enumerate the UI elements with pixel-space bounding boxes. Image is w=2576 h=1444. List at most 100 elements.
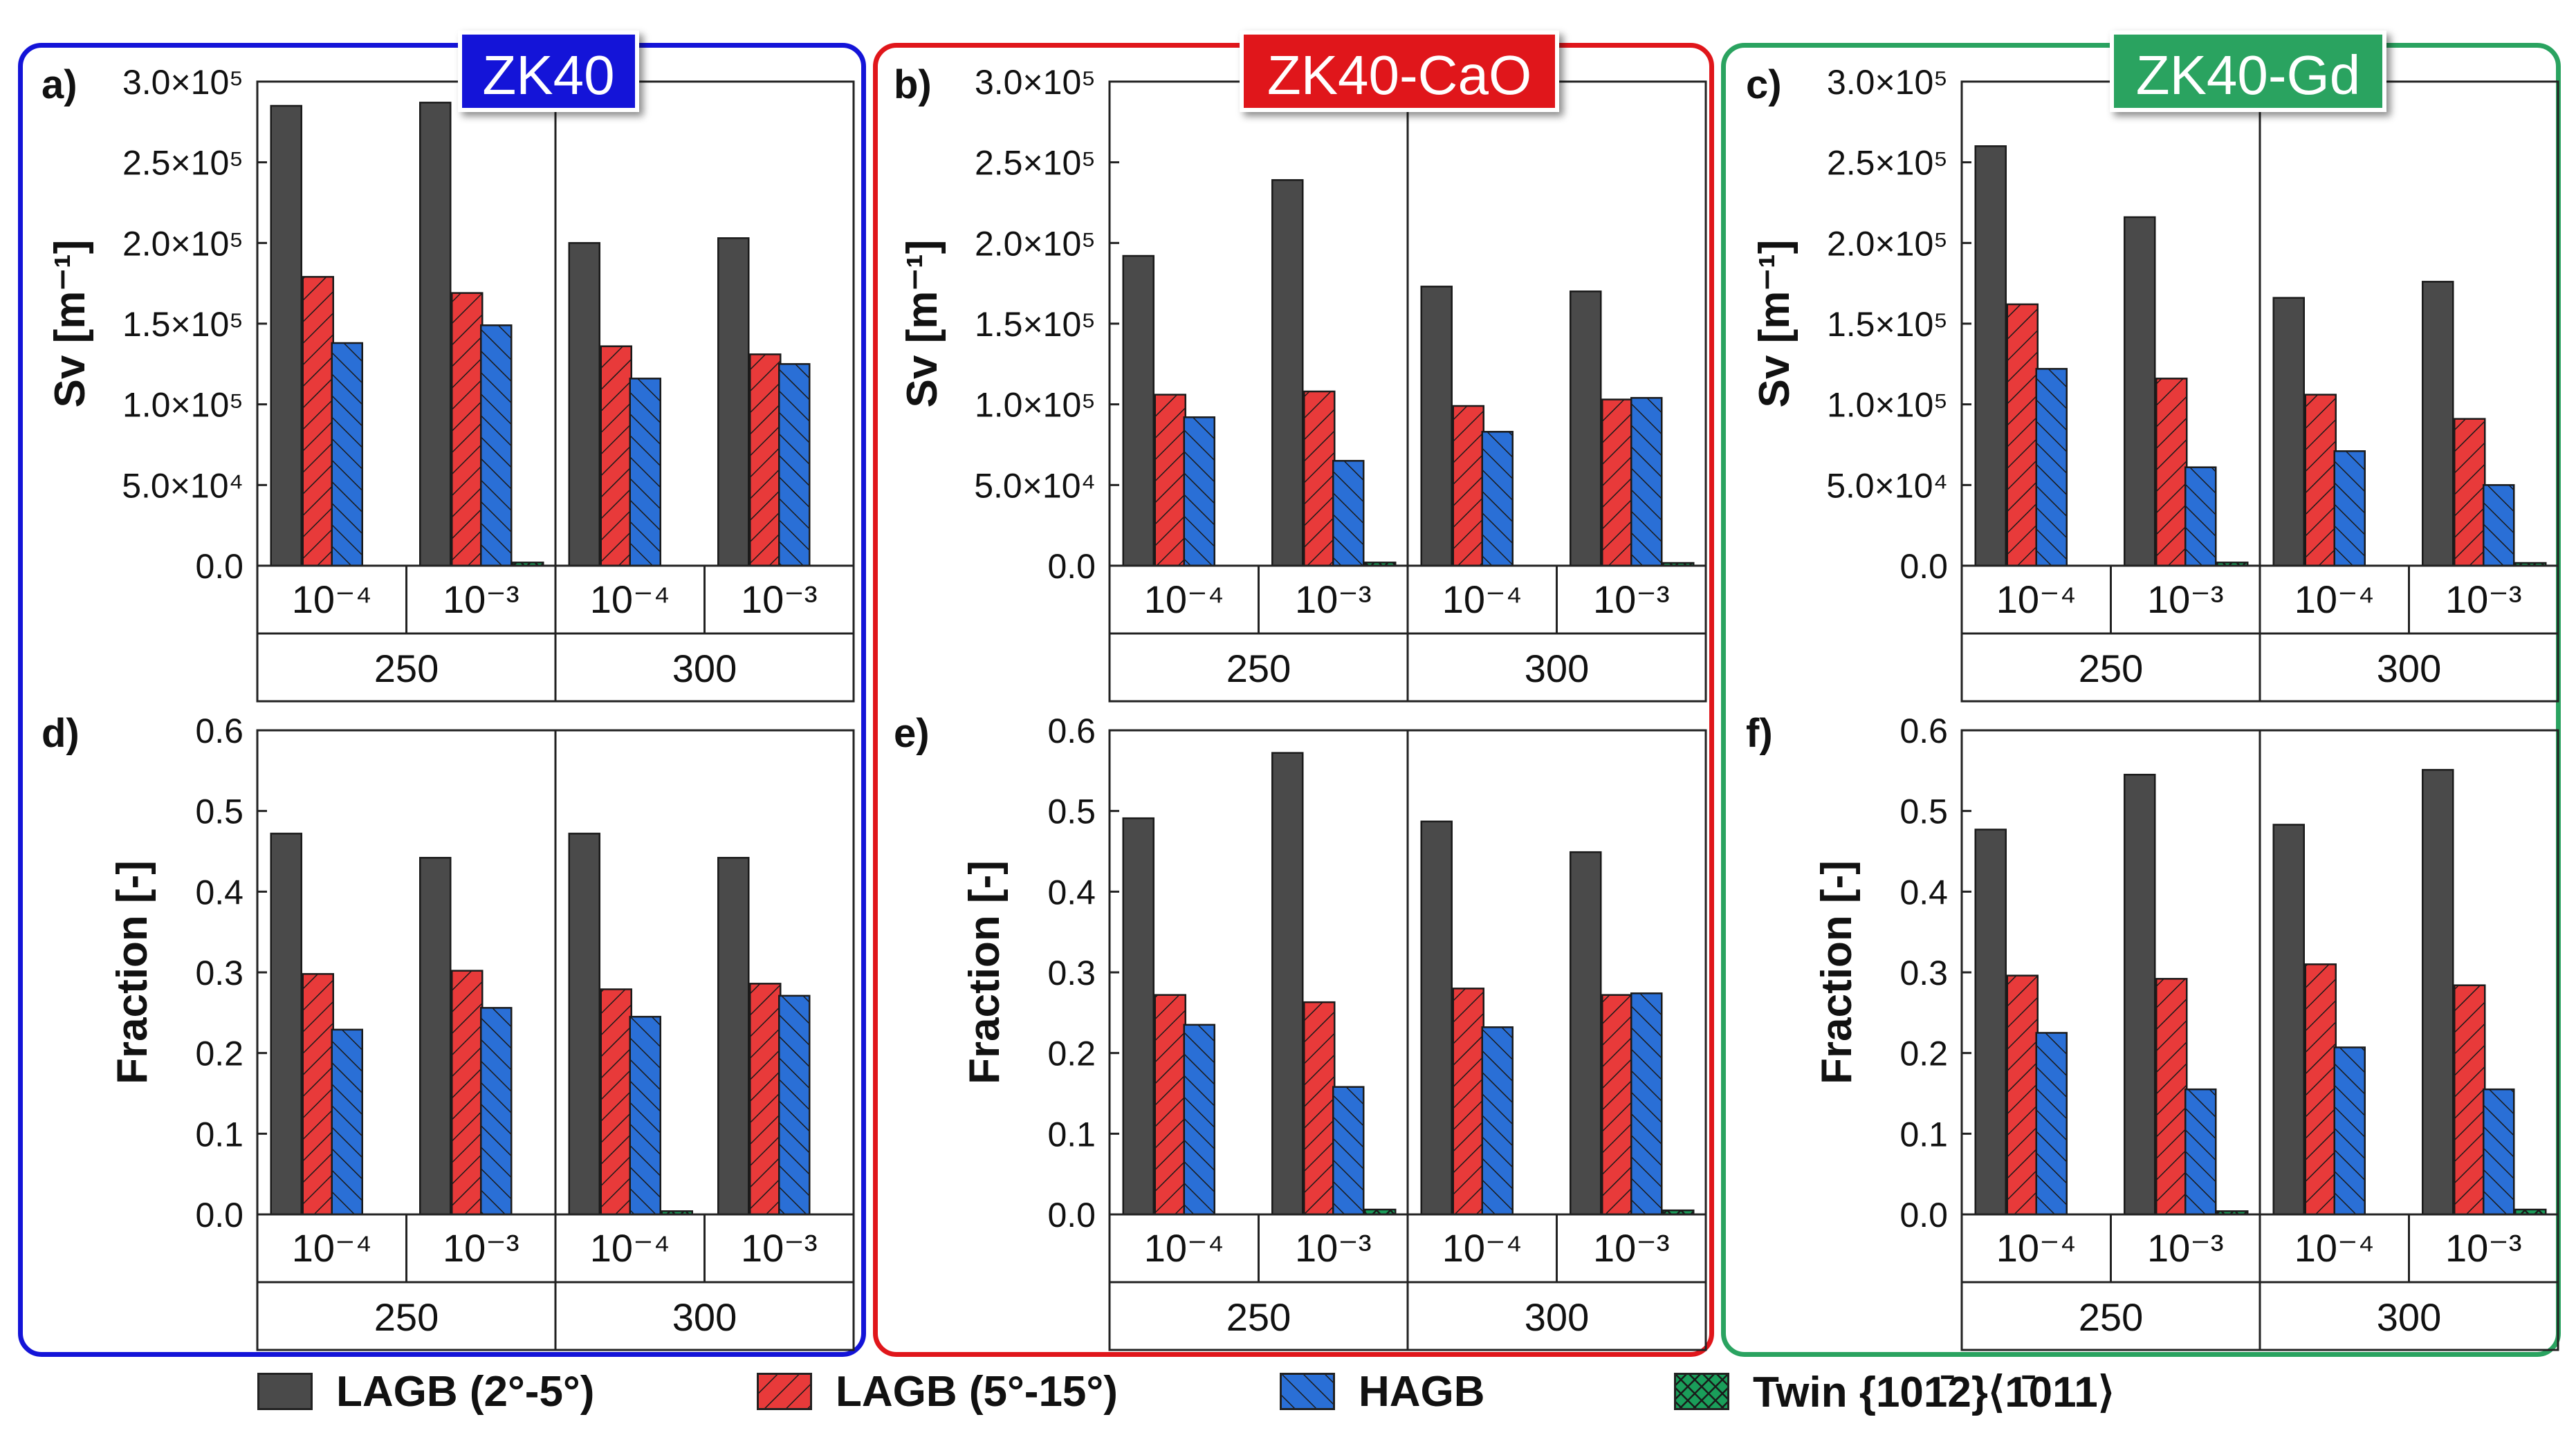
bar-lagb-2-5	[2422, 768, 2454, 1216]
bar-lagb-2-5	[419, 102, 452, 567]
bar-lagb-5-15	[1154, 994, 1186, 1216]
strain-rate-label: 10⁻⁴	[2294, 1226, 2375, 1270]
bar-lagb-5-15	[749, 353, 782, 567]
bar-lagb-5-15	[1601, 994, 1634, 1216]
bar-hagb	[2333, 450, 2366, 567]
y-tick-label: 0.0	[1899, 1196, 1948, 1234]
strain-rate-label: 10⁻³	[2147, 577, 2224, 621]
bar-hagb	[2035, 368, 2068, 567]
strain-rate-label: 10⁻⁴	[2294, 577, 2375, 621]
bar-lagb-2-5	[2124, 773, 2156, 1216]
strain-rate-label: 10⁻³	[1593, 1226, 1670, 1270]
bar-lagb-2-5	[1974, 145, 2007, 567]
strain-rate-label: 10⁻⁴	[1144, 1226, 1224, 1270]
bar-lagb-2-5	[2124, 216, 2156, 567]
bar-lagb-2-5	[270, 104, 302, 567]
bar-hagb	[2184, 466, 2217, 567]
strain-rate-label: 10⁻³	[443, 1226, 519, 1270]
alloy-tag-zk40: ZK40	[458, 30, 639, 112]
strain-rate-label: 10⁻³	[1295, 1226, 1372, 1270]
temperature-label: 300	[672, 647, 737, 690]
bar-hagb	[629, 1015, 661, 1216]
y-tick-label: 0.6	[1047, 712, 1096, 750]
y-tick-label: 1.5×10⁵	[1827, 305, 1948, 344]
y-tick-label: 2.5×10⁵	[122, 144, 243, 183]
y-tick-label: 2.5×10⁵	[1827, 144, 1948, 183]
bar-hagb	[1630, 992, 1663, 1216]
strain-rate-label: 10⁻⁴	[1442, 1226, 1522, 1270]
panel-letter: d)	[42, 711, 80, 756]
bar-lagb-5-15	[2304, 394, 2337, 567]
alloy-tag-zk40-gd: ZK40-Gd	[2110, 30, 2386, 112]
strain-rate-label: 10⁻⁴	[590, 1226, 670, 1270]
bar-lagb-5-15	[600, 345, 632, 567]
bar-lagb-5-15	[302, 276, 334, 567]
y-tick-label: 3.0×10⁵	[975, 63, 1096, 102]
temperature-label: 300	[2377, 647, 2441, 690]
strain-rate-label: 10⁻⁴	[1996, 1226, 2077, 1270]
bar-lagb-2-5	[2422, 281, 2454, 567]
bar-lagb-5-15	[2155, 378, 2188, 567]
bar-hagb	[778, 363, 811, 567]
temperature-label: 300	[2377, 1295, 2441, 1339]
y-tick-label: 5.0×10⁴	[1826, 466, 1948, 505]
bar-lagb-5-15	[451, 292, 484, 567]
bar-hagb	[2333, 1046, 2366, 1216]
alloy-tag-zk40-cao: ZK40-CaO	[1240, 30, 1559, 112]
bar-hagb	[1183, 1024, 1215, 1216]
y-tick-label: 0.4	[1899, 873, 1948, 911]
bar-lagb-5-15	[2454, 418, 2486, 567]
y-tick-label: 2.0×10⁵	[975, 224, 1096, 263]
bar-hagb	[480, 324, 513, 567]
y-tick-label: 0.0	[1047, 547, 1096, 586]
bar-lagb-5-15	[2155, 978, 2188, 1216]
strain-rate-label: 10⁻³	[2147, 1226, 2224, 1270]
bar-lagb-5-15	[2454, 984, 2486, 1216]
strain-rate-label: 10⁻⁴	[1996, 577, 2077, 621]
temperature-label: 250	[374, 1295, 439, 1339]
y-tick-label: 1.0×10⁵	[975, 386, 1096, 425]
bar-hagb	[2035, 1032, 2068, 1216]
bar-hagb	[331, 342, 363, 567]
legend-item-lagb-5-15: LAGB (5°-15°)	[757, 1357, 1118, 1426]
strain-rate-label: 10⁻³	[1295, 577, 1372, 621]
y-tick-label: 3.0×10⁵	[122, 63, 243, 102]
bar-lagb-5-15	[2006, 303, 2039, 567]
bar-hagb	[1481, 1026, 1514, 1216]
strain-rate-label: 10⁻⁴	[292, 1226, 372, 1270]
y-tick-label: 0.6	[195, 712, 243, 750]
bar-hagb	[629, 378, 661, 567]
y-tick-label: 0.0	[1047, 1196, 1096, 1234]
temperature-label: 250	[1226, 647, 1291, 690]
bar-hagb	[480, 1007, 513, 1216]
y-tick-label: 0.2	[1047, 1035, 1096, 1073]
y-tick-label: 0.1	[195, 1115, 243, 1154]
bar-lagb-2-5	[568, 833, 600, 1216]
y-tick-label: 0.5	[1899, 793, 1948, 831]
strain-rate-label: 10⁻³	[443, 577, 519, 621]
bar-lagb-2-5	[1122, 817, 1154, 1216]
y-axis-label: Sv [m⁻¹]	[1751, 240, 1798, 408]
legend-label-lagb-5-15: LAGB (5°-15°)	[836, 1367, 1118, 1416]
bar-lagb-2-5	[568, 242, 600, 567]
legend-item-lagb-2-5: LAGB (2°-5°)	[257, 1357, 594, 1426]
panel-letter: f)	[1746, 711, 1773, 756]
y-tick-label: 0.1	[1899, 1115, 1948, 1154]
strain-rate-label: 10⁻³	[1593, 577, 1670, 621]
temperature-label: 300	[1525, 647, 1589, 690]
bar-lagb-2-5	[717, 237, 750, 567]
temperature-label: 300	[1525, 1295, 1589, 1339]
y-axis-label: Fraction [-]	[1813, 860, 1861, 1084]
bar-hagb	[1332, 460, 1365, 567]
bar-lagb-5-15	[1154, 394, 1186, 567]
legend-label-lagb-2-5: LAGB (2°-5°)	[336, 1367, 595, 1416]
y-tick-label: 0.3	[195, 954, 243, 992]
legend-swatch-lagb-5-15	[757, 1373, 812, 1410]
legend-item-hagb: HAGB	[1280, 1357, 1485, 1426]
bar-hagb	[2483, 1088, 2515, 1216]
bar-lagb-5-15	[749, 983, 782, 1216]
y-axis-label: Sv [m⁻¹]	[899, 240, 946, 408]
